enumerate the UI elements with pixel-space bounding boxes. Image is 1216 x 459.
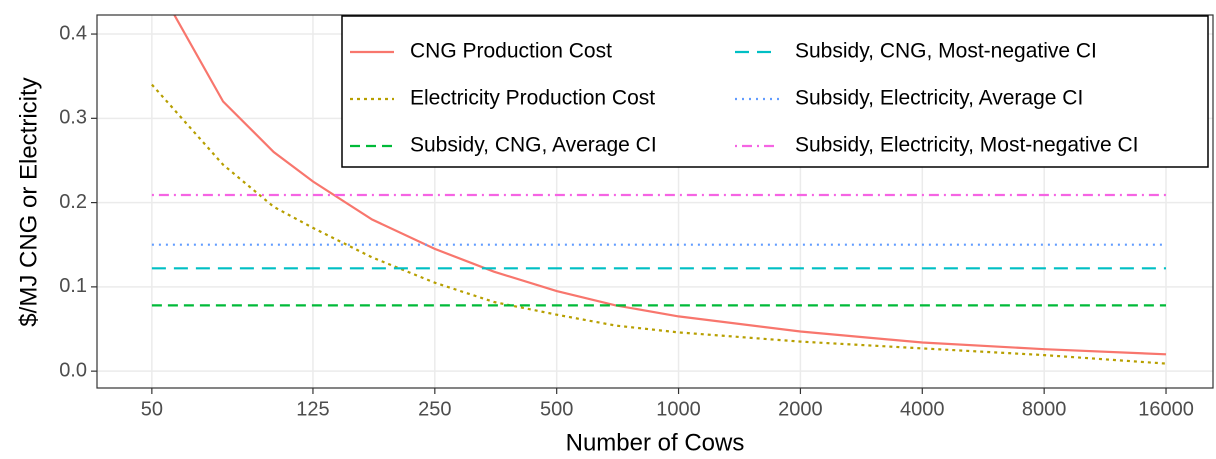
y-tick-label: 0.1 bbox=[59, 275, 87, 297]
legend-label: Subsidy, Electricity, Most-negative CI bbox=[795, 134, 1139, 157]
x-tick-label: 2000 bbox=[778, 398, 823, 420]
x-tick-label: 16000 bbox=[1138, 398, 1194, 420]
y-tick-label: 0.2 bbox=[59, 191, 87, 213]
x-tick-label: 250 bbox=[418, 398, 451, 420]
legend-label: Subsidy, Electricity, Average CI bbox=[795, 87, 1083, 110]
y-tick-label: 0.3 bbox=[59, 107, 87, 129]
x-tick-label: 50 bbox=[141, 398, 163, 420]
x-tick-label: 500 bbox=[540, 398, 573, 420]
x-tick-label: 1000 bbox=[656, 398, 701, 420]
series-line bbox=[173, 15, 1167, 356]
lines bbox=[151, 15, 1167, 365]
x-tick-label: 8000 bbox=[1022, 398, 1067, 420]
panel-border bbox=[96, 14, 1214, 389]
x-axis-label: Number of Cows bbox=[566, 429, 745, 456]
y-axis-label: $/MJ CNG or Electricity bbox=[15, 77, 42, 326]
legend: CNG Production Cost Electricity Productio… bbox=[341, 15, 1209, 168]
x-tick-label: 125 bbox=[296, 398, 329, 420]
x-tick-label: 4000 bbox=[900, 398, 945, 420]
legend-box bbox=[341, 15, 1209, 168]
y-tick-label: 0.0 bbox=[59, 359, 87, 381]
legend-label: CNG Production Cost bbox=[410, 40, 612, 63]
legend-label: Subsidy, CNG, Average CI bbox=[410, 134, 657, 157]
legend-label: Subsidy, CNG, Most-negative CI bbox=[795, 40, 1097, 63]
y-tick-label: 0.4 bbox=[59, 22, 87, 44]
legend-label: Electricity Production Cost bbox=[410, 87, 655, 110]
